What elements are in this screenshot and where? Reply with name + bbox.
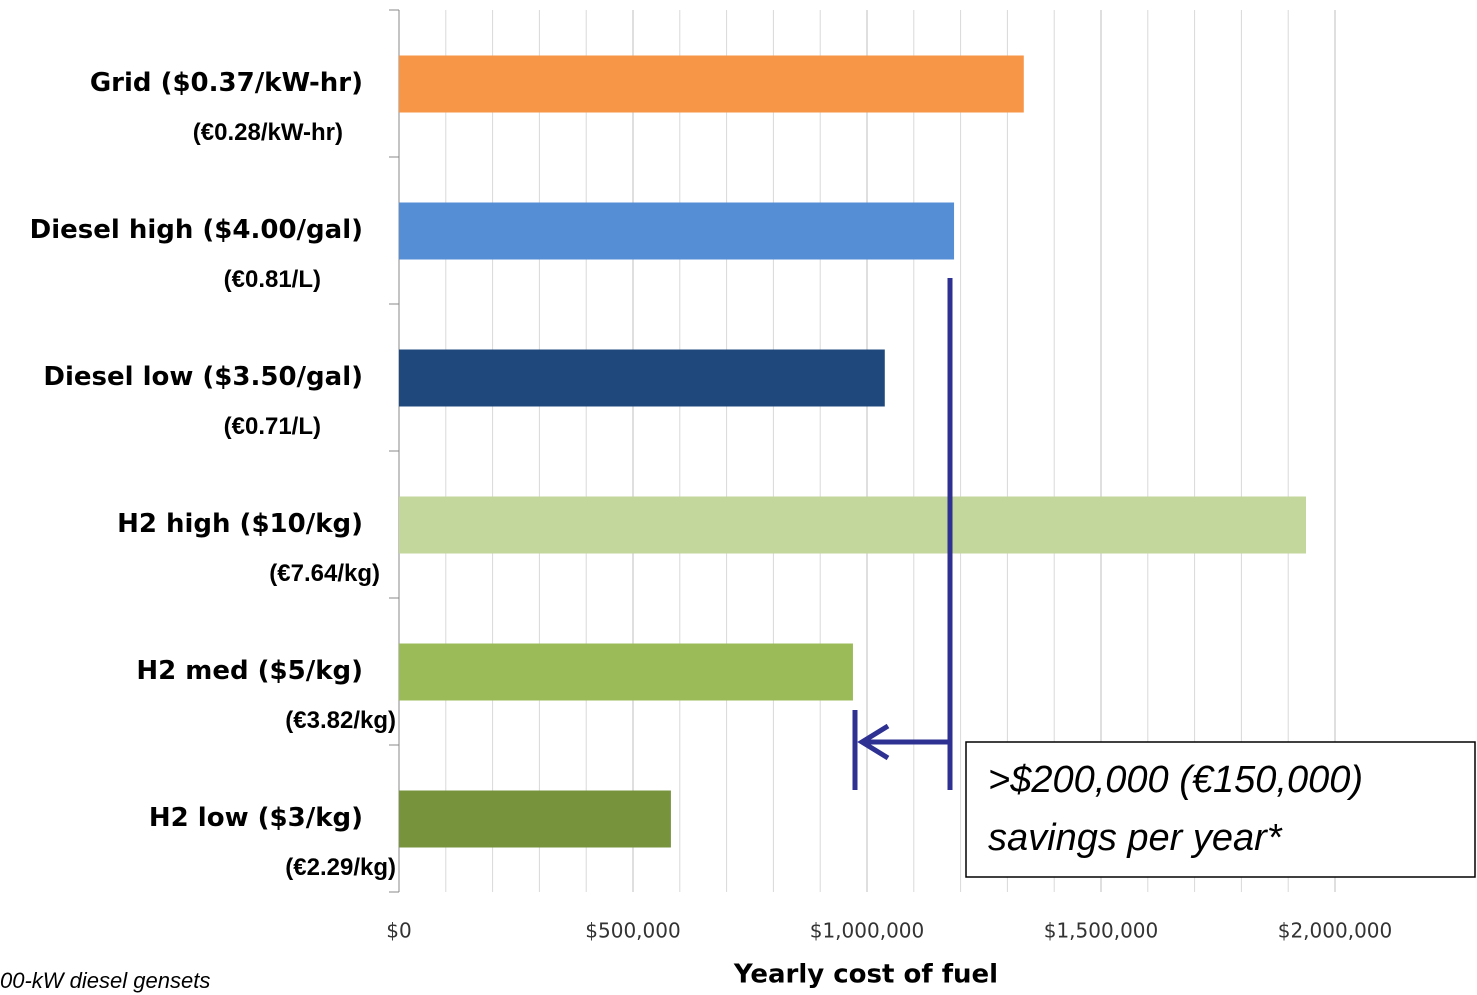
savings-arrowhead [857,723,890,761]
bar [399,202,955,260]
category-label: Grid ($0.37/kW-hr) [90,68,363,98]
category-label: H2 med ($5/kg) [136,656,363,686]
bar [399,349,885,407]
category-sublabel: (€0.28/kW-hr) [193,119,343,146]
x-tick-label: $1,000,000 [810,919,925,943]
annotation-text: savings per year* [988,817,1283,859]
category-sublabel: (€7.64/kg) [269,560,380,587]
x-tick-label: $0 [386,919,411,943]
category-label: H2 low ($3/kg) [149,803,363,833]
category-sublabel: (€3.82/kg) [285,707,396,734]
bar [399,790,671,848]
x-tick-label: $500,000 [585,919,680,943]
x-axis-title: Yearly cost of fuel [733,960,998,990]
annotation-text: >$200,000 (€150,000) [988,759,1363,801]
category-sublabel: (€0.71/L) [224,413,321,440]
category-label: H2 high ($10/kg) [117,509,363,539]
bar [399,496,1306,554]
x-tick-label: $2,000,000 [1278,919,1393,943]
category-sublabel: (€2.29/kg) [285,854,396,881]
annotation-box [965,741,1476,878]
bar [399,643,853,701]
category-sublabel: (€0.81/L) [224,266,321,293]
category-label: Diesel high ($4.00/gal) [30,215,363,245]
bar [399,55,1024,113]
footnote: 00-kW diesel gensets [0,968,210,993]
category-label: Diesel low ($3.50/gal) [43,362,363,392]
x-tick-label: $1,500,000 [1044,919,1159,943]
